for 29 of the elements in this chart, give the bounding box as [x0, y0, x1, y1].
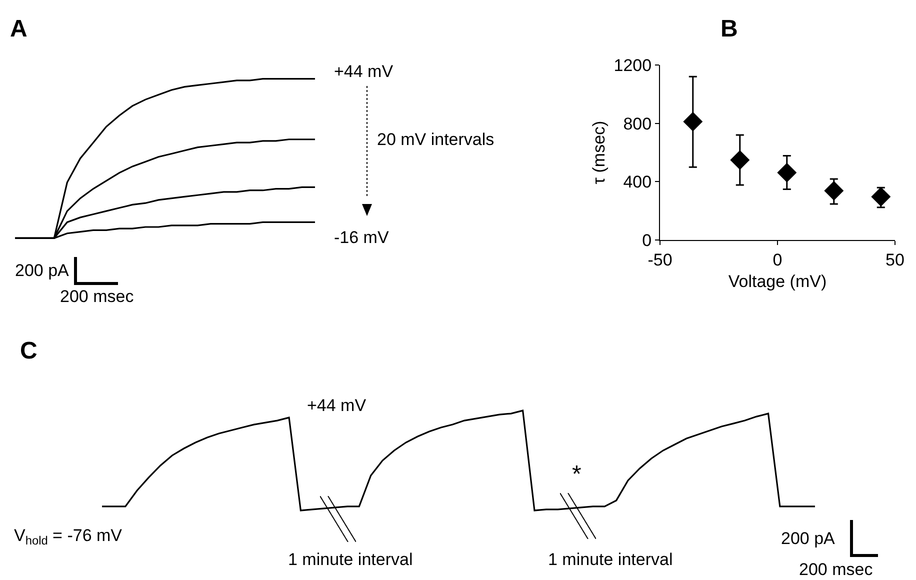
y-tick-label: 400: [623, 172, 652, 192]
text: -16 mV: [334, 228, 390, 247]
point: [683, 112, 703, 132]
text: 200 pA: [781, 529, 836, 548]
text: 200 msec: [60, 287, 134, 306]
y-tick-label: 800: [623, 114, 652, 134]
chart-title: C: [20, 337, 38, 364]
annotation: *: [572, 461, 582, 488]
y-tick-label: 0: [642, 230, 652, 250]
text: 1 minute interval: [288, 550, 413, 569]
x-axis-title: Voltage (mV): [728, 272, 827, 291]
text: V$_{hold}$ = -76 mV: [14, 526, 123, 548]
point: [824, 180, 844, 200]
text: 20 mV intervals: [377, 130, 494, 149]
x-tick-label: -50: [648, 250, 672, 270]
annotation: +44 mV: [307, 396, 367, 415]
point: [777, 162, 797, 182]
text: 200 msec: [799, 560, 874, 579]
x-tick-label: 0: [772, 250, 782, 270]
y-axis-title: τ (msec): [589, 120, 608, 184]
text: 200 pA: [15, 261, 70, 280]
text: 1 minute interval: [548, 550, 673, 569]
chart-title: B: [720, 15, 738, 42]
text: +44 mV: [334, 62, 394, 81]
y-tick-label: 1200: [614, 56, 652, 75]
chart-title: A: [10, 15, 28, 42]
point: [730, 150, 750, 170]
x-tick-label: 50: [886, 250, 904, 270]
point: [871, 186, 891, 206]
